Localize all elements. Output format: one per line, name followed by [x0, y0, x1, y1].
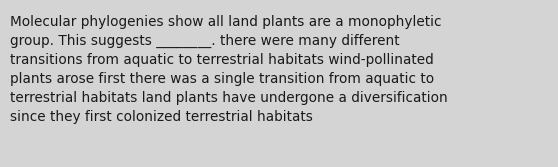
Text: Molecular phylogenies show all land plants are a monophyletic
group. This sugges: Molecular phylogenies show all land plan…	[10, 15, 448, 124]
